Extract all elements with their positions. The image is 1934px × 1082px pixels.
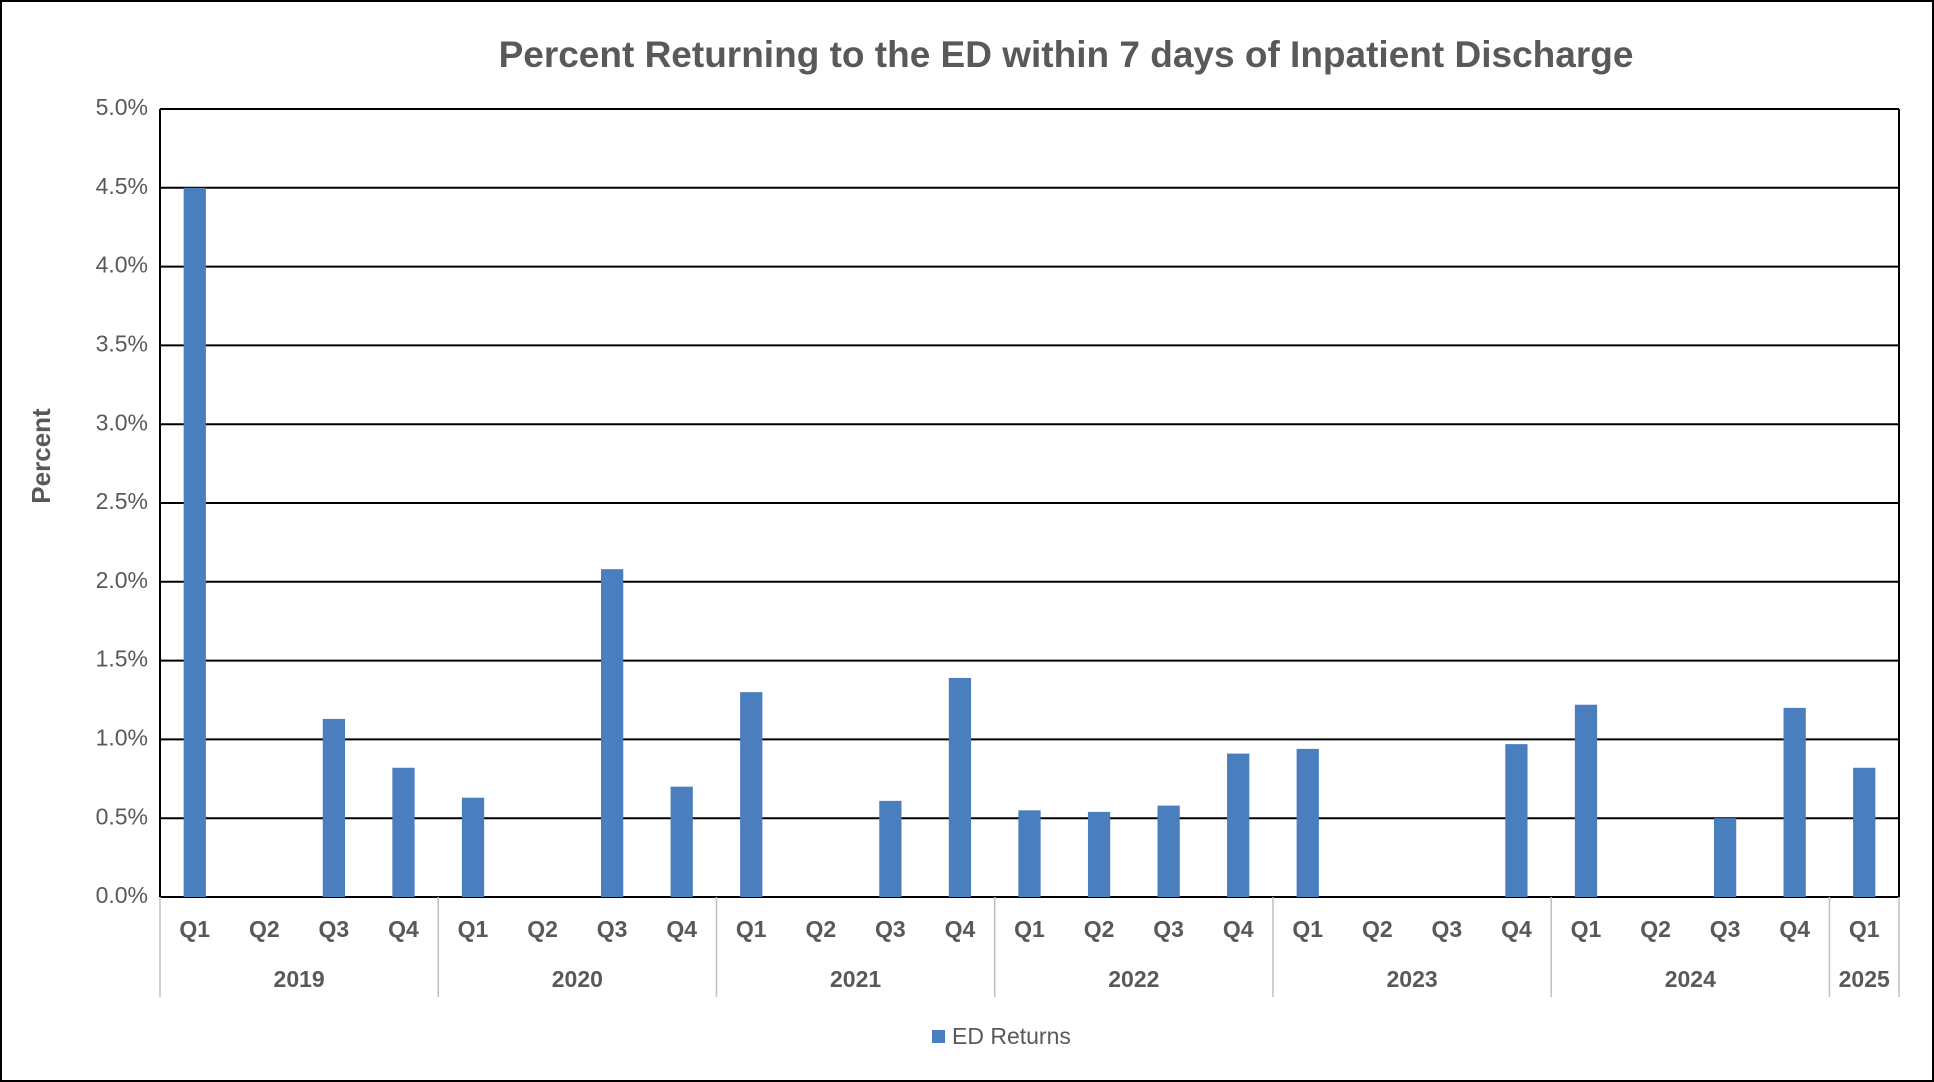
bar xyxy=(1853,767,1876,897)
x-tick-label: Q3 xyxy=(1710,916,1741,942)
x-tick-label: Q3 xyxy=(597,916,628,942)
bar xyxy=(1157,805,1180,897)
bar xyxy=(1296,748,1319,897)
x-tick-label: Q4 xyxy=(945,916,976,942)
bar xyxy=(1505,744,1528,897)
y-tick-label: 5.0% xyxy=(96,94,148,120)
y-tick-label: 3.0% xyxy=(96,409,148,435)
y-tick-label: 0.0% xyxy=(96,882,148,908)
bar xyxy=(740,692,763,897)
x-tick-label: Q1 xyxy=(179,916,210,942)
x-tick-label: Q1 xyxy=(1292,916,1323,942)
x-tick-label: Q4 xyxy=(388,916,419,942)
x-tick-label: Q4 xyxy=(1501,916,1532,942)
x-group-label: 2024 xyxy=(1665,966,1716,992)
y-tick-label: 4.0% xyxy=(96,252,148,278)
bar xyxy=(1087,811,1111,897)
legend-label: ED Returns xyxy=(952,1023,1071,1049)
x-tick-label: Q4 xyxy=(1779,916,1810,942)
x-tick-label: Q3 xyxy=(875,916,906,942)
x-group-label: 2019 xyxy=(274,966,325,992)
bar xyxy=(1713,818,1737,897)
x-tick-label: Q2 xyxy=(1640,916,1671,942)
y-tick-label: 1.0% xyxy=(96,724,148,750)
bar xyxy=(322,718,346,897)
chart-title: Percent Returning to the ED within 7 day… xyxy=(499,34,1634,75)
x-tick-label: Q1 xyxy=(1014,916,1045,942)
x-group-label: 2020 xyxy=(552,966,603,992)
x-tick-label: Q2 xyxy=(1362,916,1393,942)
y-tick-label: 2.0% xyxy=(96,567,148,593)
x-tick-label: Q4 xyxy=(666,916,697,942)
bar xyxy=(1227,753,1250,897)
x-tick-label: Q2 xyxy=(527,916,558,942)
bar xyxy=(601,569,624,897)
x-tick-label: Q4 xyxy=(1223,916,1254,942)
bar xyxy=(879,800,902,897)
y-tick-label: 3.5% xyxy=(96,330,148,356)
bar xyxy=(1018,810,1041,897)
bar xyxy=(1574,704,1598,897)
bar xyxy=(461,797,485,897)
y-tick-label: 0.5% xyxy=(96,803,148,829)
x-tick-label: Q3 xyxy=(1432,916,1463,942)
bar xyxy=(1783,707,1806,897)
x-tick-label: Q2 xyxy=(1084,916,1115,942)
x-tick-label: Q1 xyxy=(1849,916,1880,942)
x-group-label: 2023 xyxy=(1386,966,1437,992)
y-tick-label: 4.5% xyxy=(96,173,148,199)
y-tick-label: 1.5% xyxy=(96,646,148,672)
y-tick-label: 2.5% xyxy=(96,488,148,514)
bar xyxy=(948,677,972,897)
x-tick-label: Q2 xyxy=(249,916,280,942)
x-tick-label: Q3 xyxy=(319,916,350,942)
x-tick-label: Q1 xyxy=(1571,916,1602,942)
legend-swatch xyxy=(932,1030,945,1043)
x-tick-label: Q1 xyxy=(458,916,489,942)
bar xyxy=(183,187,206,898)
x-tick-label: Q2 xyxy=(805,916,836,942)
x-group-label: 2022 xyxy=(1108,966,1159,992)
x-tick-label: Q1 xyxy=(736,916,767,942)
x-group-label: 2021 xyxy=(830,966,881,992)
x-group-label: 2025 xyxy=(1839,966,1890,992)
bar xyxy=(670,786,693,897)
bar xyxy=(392,767,415,897)
x-tick-label: Q3 xyxy=(1153,916,1184,942)
y-axis-label: Percent xyxy=(26,408,56,504)
